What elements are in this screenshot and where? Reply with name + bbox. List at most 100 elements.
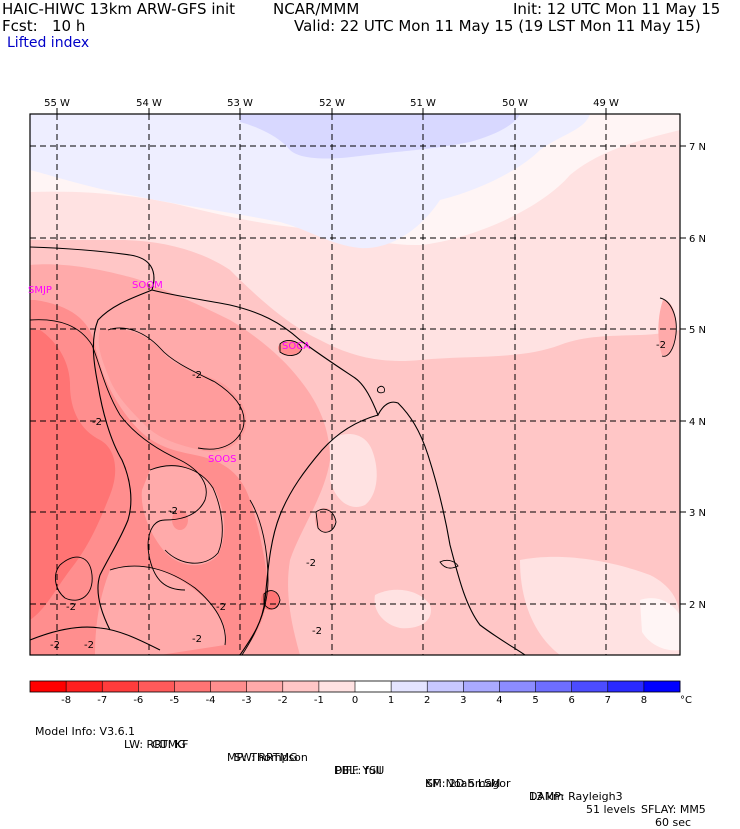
- colorbar-swatch: [535, 681, 573, 692]
- colorbar-level-label: 3: [460, 695, 466, 706]
- contour-label: -2: [92, 417, 102, 428]
- lon-label: 50 W: [502, 98, 528, 109]
- station-label: SOCA: [282, 341, 310, 352]
- contour-label: -2: [168, 506, 178, 517]
- lat-label: 5 N: [689, 325, 706, 336]
- field-band: [374, 589, 431, 629]
- colorbar-swatch: [571, 681, 609, 692]
- field-patch: [315, 508, 335, 532]
- colorbar-swatch: [174, 681, 211, 692]
- colorbar-swatch: [427, 681, 464, 692]
- colorbar-level-label: -1: [314, 695, 324, 706]
- colorbar-level-label: 6: [568, 695, 574, 706]
- colorbar-level-label: -8: [61, 695, 71, 706]
- colorbar-swatch: [499, 681, 536, 692]
- lon-label: 51 W: [410, 98, 436, 109]
- surface-layer-scheme: SFLAY: MM5: [641, 803, 706, 816]
- coastline-borders: [29, 246, 526, 656]
- colorbar-level-label: -6: [133, 695, 143, 706]
- org-label: NCAR/MMM: [273, 0, 360, 18]
- colorbar-level-label: -7: [97, 695, 107, 706]
- latlon-grid: [30, 114, 680, 655]
- lat-label: 4 N: [689, 417, 706, 428]
- contour-label: -2: [66, 602, 76, 613]
- eddy-coefficient-option: KM: 2D Smagor: [425, 777, 511, 790]
- colorbar-level-label: 7: [605, 695, 611, 706]
- colorbar-level-label: -3: [242, 695, 252, 706]
- map-frame: [29, 113, 681, 656]
- station-label: SOOM: [132, 280, 163, 291]
- colorbar-swatch: [391, 681, 428, 692]
- contour-label: -2: [192, 634, 202, 645]
- colorbar-swatch: [66, 681, 103, 692]
- contour-label: -2: [84, 640, 94, 651]
- contour-label: -2: [216, 602, 226, 613]
- lon-label: 52 W: [319, 98, 345, 109]
- contour-label: -2: [656, 340, 666, 351]
- field-band: [30, 114, 590, 249]
- colorbar-unit: °C: [680, 695, 692, 706]
- colorbar-swatch: [210, 681, 248, 692]
- colorbar-swatch: [355, 681, 392, 692]
- shortwave-scheme: SW: RRTMG: [234, 751, 298, 764]
- contour-label: -2: [50, 640, 60, 651]
- time-step: 60 sec: [655, 816, 692, 829]
- colorbar-level-label: -4: [206, 695, 216, 706]
- shaded-field: [30, 114, 680, 655]
- lon-label: 55 W: [44, 98, 70, 109]
- field-patch: [63, 526, 87, 554]
- field-band: [95, 566, 226, 655]
- contour-label: -2: [306, 558, 316, 569]
- colorbar-swatch: [607, 681, 645, 692]
- lat-label: 7 N: [689, 142, 706, 153]
- axis-ticks: [56, 108, 686, 605]
- field-name: Lifted index: [7, 35, 90, 51]
- valid-time: Valid: 22 UTC Mon 11 May 15 (19 LST Mon …: [294, 17, 701, 35]
- model-version: Model Info: V3.6.1: [35, 725, 136, 738]
- lat-label: 3 N: [689, 508, 706, 519]
- station-label: SOOS: [208, 454, 236, 465]
- colorbar-level-label: 1: [388, 695, 394, 706]
- colorbar-level-label: 5: [532, 695, 538, 706]
- colorbar-level-label: 8: [641, 695, 647, 706]
- field-band: [520, 556, 680, 655]
- damping-option: DAMP: Rayleigh3: [529, 790, 623, 803]
- colorbar-level-label: 4: [496, 695, 502, 706]
- colorbar-swatch: [30, 681, 67, 692]
- colorbar-swatch: [102, 681, 139, 692]
- field-band: [658, 300, 677, 356]
- init-time: Init: 12 UTC Mon 11 May 15: [513, 0, 721, 18]
- lat-label: 2 N: [689, 600, 706, 611]
- field-band: [640, 598, 680, 651]
- field-patch: [172, 510, 188, 530]
- lat-label: 6 N: [689, 234, 706, 245]
- colorbar-swatch: [643, 681, 681, 692]
- colorbar-swatch: [138, 681, 175, 692]
- colorbar: -8 -7 -6 -5 -4 -3 -2 -1 0 1 2 3 4 5 6 7 8 °C: [29, 680, 692, 706]
- colorbar-level-label: -5: [169, 695, 179, 706]
- station-label: SMJP: [28, 285, 52, 296]
- diffusion-option: DIFF: full: [334, 764, 382, 777]
- colorbar-level-label: 2: [424, 695, 430, 706]
- colorbar-swatch: [282, 681, 320, 692]
- colorbar-level-label: -2: [278, 695, 288, 706]
- colorbar-swatch: [463, 681, 500, 692]
- footer-line2: LW: RRTMG SW: RRTMG DIFF: full KM: 2D Sm…: [0, 725, 740, 816]
- colorbar-swatch: [318, 681, 356, 692]
- lon-label: 49 W: [593, 98, 619, 109]
- lifted-index-map: 55 W 54 W 53 W 52 W 51 W 50 W 49 W 7 N 6…: [28, 98, 706, 706]
- colorbar-level-label: 0: [352, 695, 358, 706]
- colorbar-swatch: [246, 681, 284, 692]
- forecast-label: Fcst:: [2, 17, 38, 35]
- model-title: HAIC-HIWC 13km ARW-GFS init: [2, 0, 236, 18]
- contour-lines: [30, 297, 677, 655]
- field-band: [330, 434, 377, 508]
- field-patch: [278, 341, 302, 355]
- forecast-hour: 10 h: [52, 17, 86, 35]
- field-band: [30, 330, 116, 620]
- lon-label: 54 W: [136, 98, 162, 109]
- field-band: [240, 114, 520, 159]
- lon-label: 53 W: [227, 98, 253, 109]
- contour-label: -2: [312, 626, 322, 637]
- field-band: [98, 328, 247, 452]
